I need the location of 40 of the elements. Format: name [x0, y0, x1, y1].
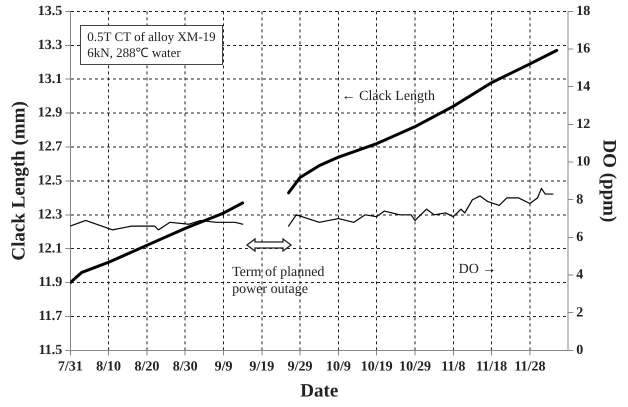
y2-tick-label: 6	[576, 230, 584, 246]
annotation: ← Clack Length	[342, 88, 435, 105]
y-tick-label: 13.5	[38, 4, 62, 20]
y2-tick-label: 2	[576, 305, 584, 320]
y-tick-label: 13.1	[38, 72, 62, 87]
x-tick-label: 7/31	[58, 359, 83, 374]
y2-tick-label: 4	[576, 268, 584, 283]
y-axis-title: Clack Length (mm)	[8, 101, 30, 261]
y2-tick-label: 8	[576, 192, 584, 208]
y2-tick-label: 16	[576, 42, 590, 57]
x-tick-label: 10/9	[326, 359, 351, 374]
y2-tick-label: 12	[576, 117, 590, 132]
x-tick-label: 9/19	[249, 359, 274, 374]
y-tick-label: 11.7	[38, 309, 62, 324]
y2-axis-title: DO (ppm)	[598, 139, 620, 222]
y-tick-label: 12.7	[38, 140, 62, 155]
annotation: Term of planned power outage	[232, 264, 324, 298]
y2-tick-label: 10	[576, 154, 590, 170]
y2-tick-label: 18	[576, 4, 590, 20]
x-tick-label: 9/29	[288, 359, 313, 374]
y-tick-label: 13.3	[38, 38, 62, 53]
y-tick-label: 12.9	[38, 106, 62, 121]
x-tick-label: 10/29	[399, 359, 431, 374]
y2-tick-label: 14	[576, 79, 590, 94]
y-tick-label: 12.1	[38, 241, 62, 256]
annotation: 0.5T CT of alloy XM-19 6kN, 288℃ water	[80, 24, 223, 65]
y-tick-label: 12.3	[38, 207, 62, 222]
x-tick-label: 10/19	[360, 359, 393, 374]
x-tick-label: 11/18	[476, 359, 508, 374]
y-tick-label: 11.9	[38, 275, 62, 290]
y2-tick-label: 0	[576, 343, 584, 358]
x-tick-label: 8/30	[172, 359, 198, 374]
x-axis-title: Date	[300, 380, 338, 402]
y-tick-label: 12.5	[38, 174, 62, 189]
x-tick-label: 11/8	[441, 359, 466, 374]
y-tick-label: 11.5	[38, 343, 62, 358]
x-tick-label: 8/20	[134, 359, 160, 374]
x-tick-label: 11/28	[514, 359, 546, 374]
x-tick-label: 9/9	[214, 359, 232, 374]
x-tick-label: 8/10	[96, 359, 122, 374]
